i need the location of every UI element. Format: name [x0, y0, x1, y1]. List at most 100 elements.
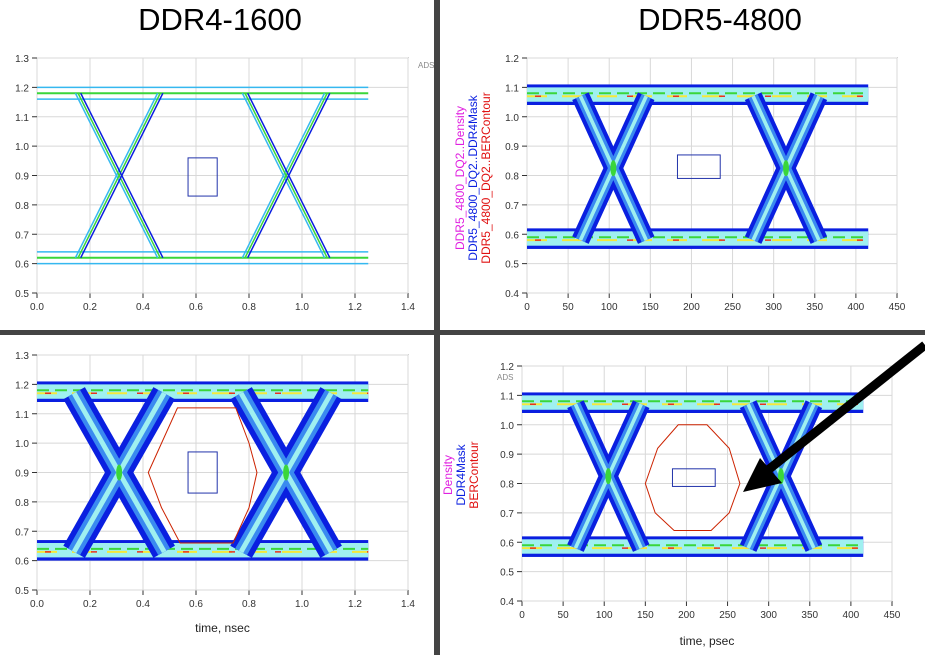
crossing-density: [116, 464, 123, 481]
y-tick-label: 0.9: [15, 469, 29, 480]
x-tick-label: 200: [678, 610, 695, 621]
arrow-head: [743, 458, 782, 492]
falling-edge: [80, 92, 164, 259]
x-tick-label: 150: [642, 302, 659, 313]
arrow-shaft: [765, 341, 925, 474]
x-tick-label: 0: [519, 610, 525, 621]
x-tick-label: 1.4: [401, 302, 415, 313]
y-tick-label: 0.8: [15, 498, 29, 509]
x-tick-label: 0.4: [136, 599, 150, 610]
y-tick-label: 1.0: [500, 421, 514, 432]
x-tick-label: 250: [719, 610, 736, 621]
crossing-density: [783, 160, 789, 177]
x-tick-label: 350: [801, 610, 818, 621]
legend-entry: BERContour: [467, 441, 481, 508]
ddr4-mask: [187, 451, 218, 494]
y-tick-label: 0.9: [505, 142, 519, 153]
chart-ddr4-bottom: 0.0 0.2 0.4 0.6 0.8 1.0 1.2 1.4 0.5 0.6 0.7 0.8 0.9 1…: [15, 351, 415, 635]
eye-traces: [527, 84, 869, 249]
y-tick-label: 0.9: [500, 450, 514, 461]
y-tick-label: 1.2: [500, 362, 514, 373]
x-tick-label: 250: [724, 302, 741, 313]
x-tick-label: 0.8: [242, 302, 256, 313]
x-tick-label: 1.4: [401, 599, 415, 610]
x-axis-label: time, psec: [680, 634, 735, 648]
chart-ddr5-top: 0 50 100 150 200 250 300 350 400 450 0.4 0.5 0.6 0.7 0…: [453, 54, 906, 313]
y-tick-label: 0.5: [505, 260, 519, 271]
y-tick-label: 1.2: [15, 83, 29, 94]
y-tick-label: 1.1: [505, 83, 519, 94]
ads-label: ADS: [418, 61, 434, 70]
y-tick-label: 0.9: [15, 172, 29, 183]
y-tick-label: 0.4: [500, 597, 514, 608]
x-tick-label: 300: [760, 610, 777, 621]
falling-edge: [77, 92, 161, 259]
x-tick-label: 0: [524, 302, 530, 313]
legend-entry: Density: [441, 455, 455, 495]
x-tick-label: 350: [806, 302, 823, 313]
legend-entry: DDR5_4800_DQ2..DDR4Mask: [466, 94, 480, 260]
falling-edge: [74, 92, 159, 259]
x-tick-label: 0.2: [83, 599, 97, 610]
crossing-density: [605, 468, 612, 485]
level-band-core: [37, 543, 369, 558]
y-tick-label: 0.7: [500, 509, 514, 520]
legend-entry: DDR5_4800_DQ2..BERContour: [479, 92, 493, 263]
y-tick-label: 0.4: [505, 289, 519, 300]
y-tick-label: 1.2: [15, 380, 29, 391]
eye-traces: [522, 392, 864, 557]
x-tick-label: 0.2: [83, 302, 97, 313]
legend-entry: DDR5_4800_DQ2..Density: [453, 106, 467, 250]
x-tick-label: 200: [683, 302, 700, 313]
x-tick-label: 50: [558, 610, 570, 621]
y-tick-label: 0.6: [500, 538, 514, 549]
y-tick-label: 0.5: [15, 586, 29, 597]
y-tick-label: 0.5: [15, 289, 29, 300]
x-tick-label: 0.0: [30, 599, 44, 610]
level-band-core: [527, 87, 869, 102]
x-tick-label: 1.0: [295, 302, 309, 313]
x-axis-label: time, nsec: [195, 621, 250, 635]
horizontal-divider: [0, 330, 925, 335]
x-tick-label: 400: [848, 302, 865, 313]
y-tick-label: 0.7: [505, 201, 519, 212]
chart-ddr4-top: 0.0 0.2 0.4 0.6 0.8 1.0 1.2 1.4 0.5 0.6 0.7 0.8 0.9 1…: [15, 54, 415, 313]
title-ddr4: DDR4-1600: [138, 2, 302, 37]
x-tick-label: 0.6: [189, 302, 203, 313]
ddr4-mask: [676, 154, 721, 179]
y-tick-label: 1.0: [505, 113, 519, 124]
y-tick-label: 1.3: [15, 54, 29, 65]
title-ddr5: DDR5-4800: [638, 2, 802, 37]
level-band-core: [527, 231, 869, 246]
ber-contour: [147, 407, 258, 544]
level-band-core: [37, 384, 369, 399]
ddr4-mask: [187, 157, 218, 197]
y-tick-label: 1.3: [15, 351, 29, 362]
ads-label: ADS: [497, 373, 513, 382]
y-tick-label: 0.8: [500, 480, 514, 491]
falling-edge: [247, 92, 331, 259]
level-band-core: [522, 539, 864, 554]
x-tick-label: 300: [765, 302, 782, 313]
y-tick-label: 1.1: [500, 391, 514, 402]
y-tick-label: 0.8: [15, 201, 29, 212]
eye-traces: [37, 86, 369, 265]
y-tick-label: 0.5: [500, 568, 514, 579]
x-tick-label: 450: [884, 610, 901, 621]
crossing-density: [778, 468, 784, 485]
x-tick-label: 1.2: [348, 302, 362, 313]
eye-traces: [37, 381, 369, 561]
ber-contour: [644, 424, 741, 531]
x-tick-label: 0.0: [30, 302, 44, 313]
y-tick-label: 1.1: [15, 410, 29, 421]
falling-edge: [241, 92, 326, 259]
crossing-density: [610, 160, 617, 177]
x-tick-label: 100: [601, 302, 618, 313]
y-tick-label: 1.2: [505, 54, 519, 65]
x-tick-label: 50: [563, 302, 575, 313]
y-tick-label: 1.1: [15, 113, 29, 124]
x-tick-label: 100: [596, 610, 613, 621]
x-tick-label: 150: [637, 610, 654, 621]
